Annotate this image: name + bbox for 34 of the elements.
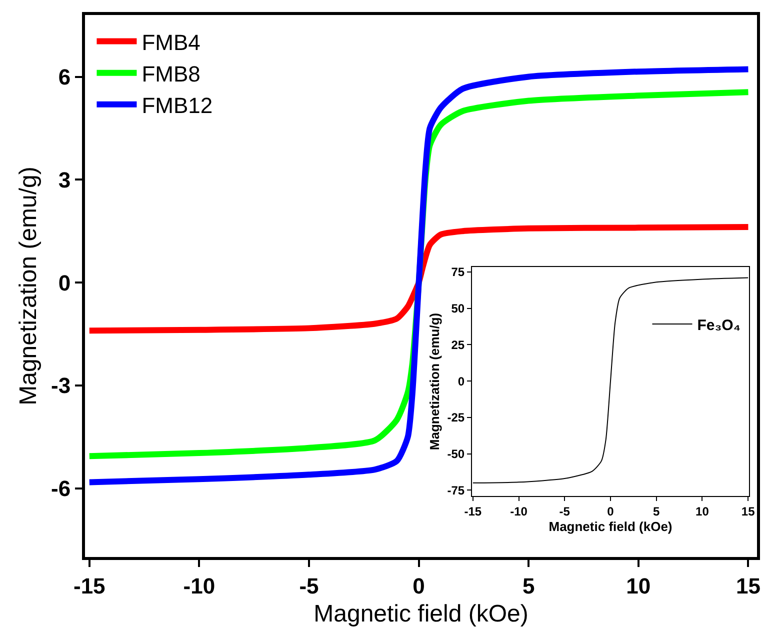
legend-label: FMB12 <box>142 93 213 118</box>
y-tick-label: 25 <box>451 338 465 352</box>
y-tick-label: -3 <box>51 373 71 398</box>
x-tick-label: 0 <box>412 573 425 598</box>
x-axis-title: Magnetic field (kOe) <box>548 519 672 534</box>
y-tick-label: 0 <box>458 374 465 388</box>
y-tick-label: -50 <box>447 447 465 462</box>
x-axis-title: Magnetic field (kOe) <box>314 600 528 628</box>
y-tick-label: 50 <box>451 302 465 316</box>
x-tick-label: -5 <box>559 504 570 518</box>
y-tick-label: 6 <box>58 64 71 90</box>
x-tick-label: 15 <box>741 504 756 518</box>
x-tick-label: -15 <box>464 504 482 518</box>
x-tick-label: -10 <box>183 573 216 598</box>
y-tick-label: 3 <box>58 167 71 192</box>
x-tick-label: 10 <box>626 573 651 598</box>
x-tick-label: -5 <box>299 573 319 598</box>
y-tick-label: -6 <box>51 476 71 502</box>
x-tick-label: 10 <box>696 504 710 518</box>
legend-label: Fe₃O₄ <box>697 316 740 334</box>
x-tick-label: 5 <box>522 573 535 598</box>
x-tick-label: -15 <box>73 573 106 598</box>
x-tick-label: 0 <box>607 504 614 518</box>
x-tick-label: 15 <box>736 573 760 598</box>
legend-label: FMB4 <box>142 30 200 55</box>
y-axis-title: Magnetization (emu/g) <box>15 166 42 406</box>
legend-label: FMB8 <box>142 61 200 86</box>
y-axis-title: Magnetization (emu/g) <box>427 312 442 450</box>
x-tick-label: -10 <box>510 504 528 518</box>
x-tick-label: 5 <box>653 504 660 518</box>
y-tick-label: -25 <box>447 410 465 425</box>
y-tick-label: -75 <box>447 483 465 498</box>
y-tick-label: 75 <box>451 265 465 280</box>
y-tick-label: 0 <box>58 270 71 296</box>
